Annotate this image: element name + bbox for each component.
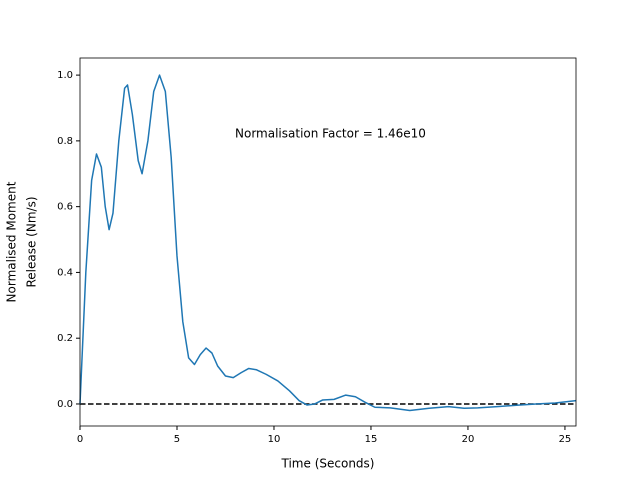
y-axis-label: Release (Nm/s) bbox=[25, 196, 39, 287]
x-axis-label: Time (Seconds) bbox=[281, 457, 375, 471]
x-tick-label: 5 bbox=[174, 434, 180, 445]
x-tick-label: 15 bbox=[365, 434, 378, 445]
x-tick-label: 0 bbox=[77, 434, 83, 445]
x-tick-label: 10 bbox=[268, 434, 281, 445]
y-tick-label: 1.0 bbox=[57, 70, 73, 81]
y-tick-label: 0.6 bbox=[57, 202, 73, 213]
y-tick-label: 0.4 bbox=[57, 267, 73, 278]
plot-frame bbox=[79, 57, 577, 427]
x-tick-label: 20 bbox=[462, 434, 475, 445]
y-tick-label: 0.0 bbox=[57, 399, 73, 410]
y-axis-label: Normalised Moment bbox=[5, 181, 19, 302]
annotation: Normalisation Factor = 1.46e10 bbox=[235, 127, 426, 141]
x-tick-label: 25 bbox=[559, 434, 572, 445]
data-line bbox=[79, 74, 577, 412]
y-tick-label: 0.8 bbox=[57, 136, 73, 147]
y-tick-label: 0.2 bbox=[57, 333, 73, 344]
